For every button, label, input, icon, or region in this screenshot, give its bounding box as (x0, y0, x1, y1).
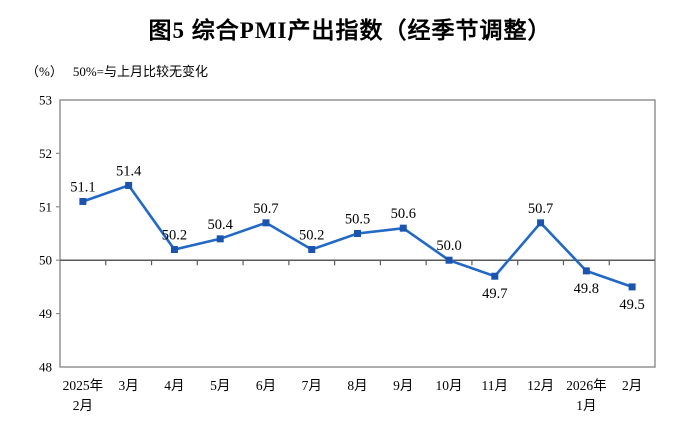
data-point-value-label: 50.7 (528, 201, 553, 217)
data-point-marker (262, 219, 270, 227)
data-point-marker (125, 181, 133, 189)
y-axis-tick-label: 50 (39, 253, 52, 268)
y-axis-tick-label: 52 (39, 146, 52, 161)
data-point-marker (628, 283, 636, 291)
data-point-value-label: 50.0 (436, 238, 461, 254)
data-point-value-label: 49.7 (482, 286, 507, 302)
y-axis-tick-label: 48 (39, 360, 52, 375)
data-point-marker (354, 230, 361, 237)
data-point-marker (582, 267, 590, 275)
y-axis-tick-label: 51 (39, 199, 52, 214)
plot-border (59, 99, 656, 368)
axis-note: （%） 50%=与上月比较无变化 (26, 61, 208, 80)
y-axis-unit-label: （%） (26, 64, 63, 79)
x-axis-category-label: 2025年 (63, 378, 104, 393)
data-point-marker (445, 256, 453, 264)
data-point-marker (537, 219, 545, 227)
data-point-marker (170, 246, 178, 254)
x-axis-category-label: 5月 (210, 378, 230, 393)
x-axis-category-label: 9月 (393, 378, 413, 393)
data-point-value-label: 49.8 (574, 281, 599, 297)
data-point-value-label: 50.2 (299, 228, 324, 244)
x-axis-category-label: 1月 (576, 398, 596, 413)
data-point-value-label: 49.5 (619, 297, 644, 313)
baseline-explanation-label: 50%=与上月比较无变化 (72, 64, 209, 79)
x-axis-category-label: 11月 (482, 378, 509, 393)
data-point-value-label: 50.2 (162, 228, 187, 244)
data-point-marker (308, 246, 316, 254)
data-point-marker (216, 235, 224, 243)
x-axis-category-label: 8月 (347, 378, 367, 393)
x-axis-category-label: 7月 (302, 378, 322, 393)
y-axis-tick-label: 53 (39, 93, 52, 108)
data-point-value-label: 51.1 (70, 179, 95, 195)
data-point-value-label: 51.4 (116, 163, 142, 179)
y-axis-tick-label: 49 (39, 306, 52, 321)
data-point-value-label: 50.6 (391, 206, 416, 222)
data-point-marker (399, 224, 407, 232)
data-point-value-label: 50.7 (253, 201, 278, 217)
x-axis-category-label: 12月 (527, 378, 554, 393)
x-axis-category-label: 6月 (256, 378, 276, 393)
data-point-value-label: 50.4 (208, 217, 234, 233)
data-point-marker (79, 197, 87, 205)
x-axis-category-label: 2026年 (566, 378, 607, 393)
chart-title: 图5 综合PMI产出指数（经季节调整） (148, 18, 552, 43)
x-axis-category-label: 10月 (436, 378, 463, 393)
x-axis-category-label: 2月 (622, 378, 642, 393)
x-axis-category-label: 4月 (164, 378, 184, 393)
x-axis-category-label: 3月 (119, 378, 139, 393)
x-axis-category-label: 2月 (73, 398, 93, 413)
data-point-marker (491, 272, 499, 280)
data-point-value-label: 50.5 (345, 212, 370, 228)
